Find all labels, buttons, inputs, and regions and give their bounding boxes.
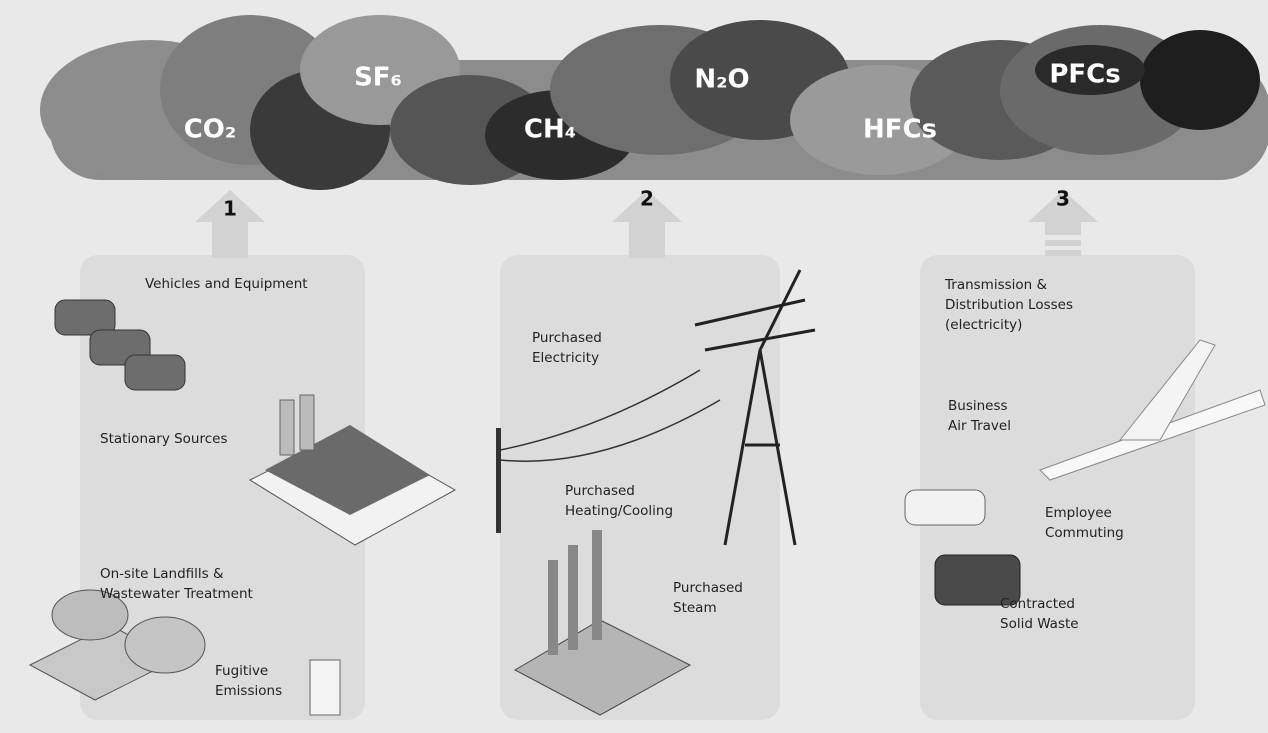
scope-number: 3: [1056, 187, 1070, 211]
gas-label: PFCs: [1049, 60, 1120, 90]
source-label: Heating/Cooling: [565, 503, 673, 519]
scope-number: 2: [640, 187, 654, 211]
source-label: Electricity: [532, 350, 599, 366]
source-label: Contracted: [1000, 596, 1075, 612]
source-label: Wastewater Treatment: [100, 586, 253, 602]
source-label: Commuting: [1045, 525, 1124, 541]
source-label: On-site Landfills &: [100, 566, 224, 582]
gas-label: HFCs: [863, 115, 937, 145]
source-label: Vehicles and Equipment: [145, 276, 308, 292]
gas-label: CH₄: [524, 115, 576, 145]
gas-label: CO₂: [184, 115, 237, 145]
source-label: Purchased: [673, 580, 743, 596]
source-label: Air Travel: [948, 418, 1011, 434]
source-label: Fugitive: [215, 663, 268, 679]
gas-label: N₂O: [694, 65, 749, 95]
source-label: Stationary Sources: [100, 431, 228, 447]
source-label: Business: [948, 398, 1008, 414]
source-label: Solid Waste: [1000, 616, 1079, 632]
clouds: [40, 15, 1268, 190]
source-label: Distribution Losses: [945, 297, 1073, 313]
gas-label: SF₆: [354, 63, 402, 93]
source-label: Steam: [673, 600, 717, 616]
source-label: Purchased: [532, 330, 602, 346]
arrows: [195, 190, 1098, 258]
source-label: (electricity): [945, 317, 1022, 333]
source-label: Purchased: [565, 483, 635, 499]
illustrations: [28, 269, 1266, 716]
source-label: Emissions: [215, 683, 282, 699]
source-label: Transmission &: [944, 277, 1048, 293]
scope-number: 1: [223, 197, 237, 221]
source-label: Employee: [1045, 505, 1112, 521]
